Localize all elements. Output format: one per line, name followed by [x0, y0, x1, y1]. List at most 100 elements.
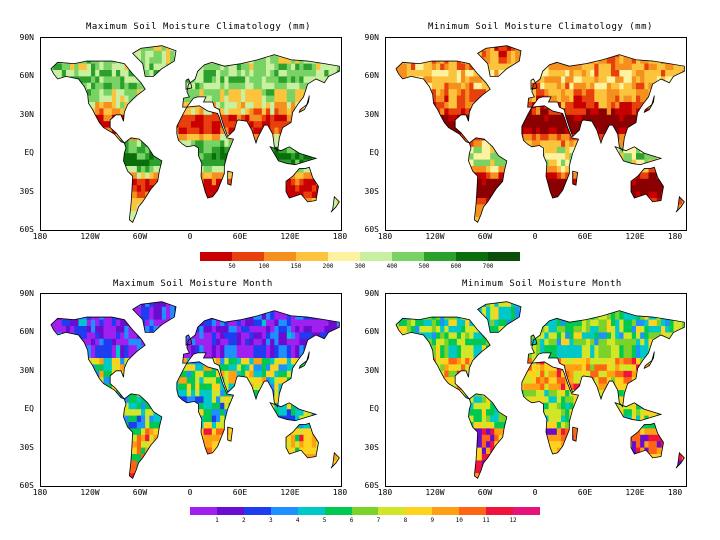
grid-cell — [299, 82, 304, 90]
lon-tick: 180 — [332, 232, 348, 241]
grid-cell — [428, 224, 433, 230]
grid-cell — [681, 185, 685, 193]
grid-cell — [677, 140, 683, 148]
grid-cell — [415, 224, 420, 230]
grid-cell — [469, 108, 474, 116]
grid-cell — [157, 159, 163, 167]
grid-cell — [111, 441, 117, 449]
grid-cell — [656, 159, 662, 167]
grid-cell — [531, 140, 537, 148]
grid-cell — [465, 102, 470, 109]
grid-cell — [61, 82, 67, 90]
grid-cell — [644, 50, 649, 58]
grid-cell — [241, 127, 246, 135]
grid-cell — [191, 217, 196, 223]
grid-cell — [677, 153, 683, 161]
grid-cell — [49, 38, 54, 45]
grid-cell — [669, 57, 674, 65]
grid-cell — [656, 108, 662, 116]
grid-cell — [62, 294, 67, 301]
grid-cell — [58, 294, 63, 301]
grid-cell — [452, 50, 458, 58]
grid-cell — [82, 50, 88, 58]
grid-cell — [640, 134, 645, 141]
grid-cell — [86, 447, 92, 455]
grid-cell — [103, 82, 109, 90]
grid-cell — [627, 102, 633, 109]
grid-cell — [236, 127, 242, 135]
grid-cell — [91, 185, 96, 193]
grid-cell — [448, 166, 454, 173]
grid-cell — [611, 114, 616, 122]
grid-cell — [41, 89, 46, 96]
grid-cell — [411, 172, 416, 180]
grid-cell — [111, 409, 117, 417]
grid-cell — [195, 134, 200, 141]
grid-cell — [456, 76, 462, 84]
grid-cell — [216, 76, 221, 84]
grid-cell — [602, 153, 608, 161]
grid-cell — [211, 121, 217, 129]
grid-cell — [465, 121, 470, 129]
grid-cell — [91, 146, 96, 154]
grid-cell — [91, 114, 96, 122]
grid-cell — [82, 45, 88, 52]
grid-cell — [70, 50, 75, 58]
grid-cell — [581, 82, 587, 90]
grid-cell — [490, 57, 495, 65]
grid-cell — [182, 217, 188, 223]
grid-cell — [478, 38, 483, 45]
grid-cell — [548, 121, 554, 129]
grid-cell — [540, 82, 545, 90]
grid-cell — [145, 210, 150, 218]
grid-cell — [465, 95, 470, 103]
grid-cell — [149, 191, 154, 199]
grid-cell — [128, 95, 134, 103]
grid-cell — [295, 95, 300, 103]
grid-cell — [452, 102, 458, 109]
grid-cell — [681, 76, 685, 84]
grid-cell — [182, 63, 188, 71]
grid-cell — [203, 89, 209, 97]
grid-cell — [86, 102, 92, 109]
grid-cell — [586, 63, 591, 71]
grid-cell — [41, 422, 46, 429]
grid-cell — [406, 63, 412, 71]
grid-cell — [99, 178, 104, 186]
grid-cell — [561, 140, 566, 148]
grid-cell — [515, 191, 520, 199]
grid-cell — [411, 224, 416, 230]
grid-cell — [182, 45, 188, 52]
grid-cell — [536, 82, 541, 90]
grid-cell — [111, 377, 117, 385]
grid-cell — [515, 178, 520, 186]
grid-cell — [295, 172, 300, 180]
grid-cell — [406, 82, 412, 90]
grid-cell — [461, 38, 466, 45]
grid-cell — [573, 178, 579, 186]
grid-cell — [652, 63, 658, 71]
grid-cell — [178, 166, 184, 173]
grid-cell — [286, 57, 292, 65]
grid-cell — [486, 45, 491, 52]
grid-cell — [53, 191, 59, 199]
grid-cell — [145, 57, 150, 65]
grid-cell — [203, 178, 209, 186]
grid-cell — [423, 127, 429, 135]
grid-cell — [228, 140, 234, 148]
grid-cell — [78, 415, 84, 423]
grid-cell — [419, 204, 424, 212]
grid-cell — [316, 121, 321, 129]
grid-cell — [45, 384, 50, 391]
grid-cell — [515, 95, 520, 103]
grid-cell — [70, 121, 75, 129]
grid-cell — [577, 198, 583, 205]
grid-cell — [236, 70, 242, 77]
grid-cell — [402, 146, 408, 154]
grid-cell — [111, 63, 117, 71]
grid-cell — [506, 95, 512, 103]
colorbar-label: 500 — [418, 263, 430, 270]
grid-cell — [606, 108, 612, 116]
grid-cell — [95, 204, 100, 212]
grid-cell — [137, 38, 142, 45]
